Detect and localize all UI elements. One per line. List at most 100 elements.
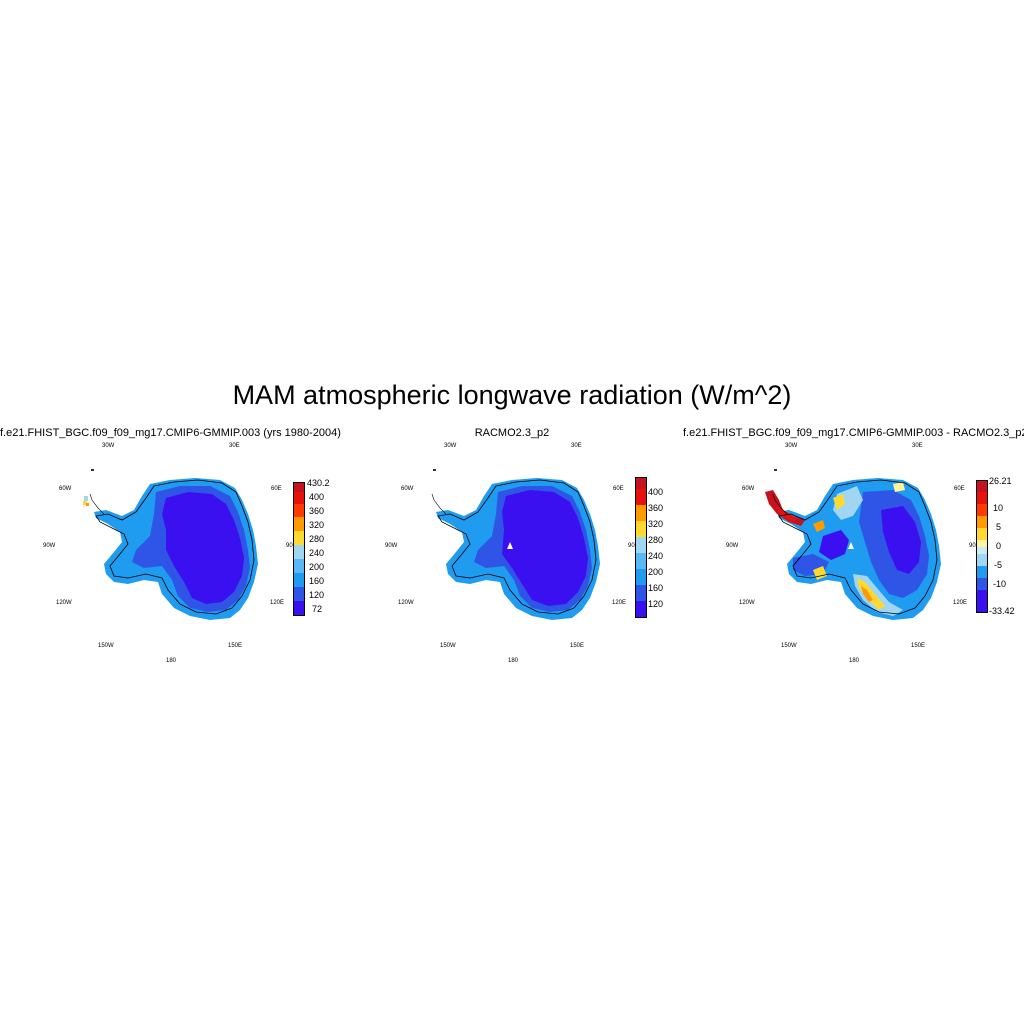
island-mark xyxy=(774,469,777,471)
colorbar-segment xyxy=(977,590,987,612)
colorbar-tick: 320 xyxy=(648,519,664,529)
colorbar-segment xyxy=(294,545,304,559)
colorbar-segment xyxy=(977,504,987,516)
colorbar-segment xyxy=(636,478,646,489)
colorbar-segment xyxy=(977,481,987,492)
peninsula-colors xyxy=(765,490,805,526)
lon-label-90e: 90E xyxy=(628,543,639,549)
colorbar-tick: 400 xyxy=(648,487,664,497)
lon-label-60w: 60W xyxy=(59,486,72,492)
lon-label-150w: 150W xyxy=(781,643,797,649)
lon-label-120w: 120W xyxy=(56,600,72,606)
colorbar-segment xyxy=(294,483,304,492)
lon-label-90e: 90E xyxy=(969,543,980,549)
lon-label-60w: 60W xyxy=(742,486,755,492)
lon-label-180: 180 xyxy=(508,658,519,664)
colorbar-segment xyxy=(636,601,646,617)
colorbar-tick: 72 xyxy=(312,604,323,614)
peninsula-colors xyxy=(83,496,89,506)
panel-title: RACMO2.3_p2 xyxy=(474,427,550,439)
colorbar-segment xyxy=(977,528,987,540)
colorbar-tick: 280 xyxy=(309,534,325,544)
colorbar-segment xyxy=(636,553,646,569)
colorbar-tick: 120 xyxy=(309,590,325,600)
lon-label-30w: 30W xyxy=(102,443,115,449)
field-inner xyxy=(502,490,588,606)
lon-label-150w: 150W xyxy=(98,643,114,649)
lon-label-90e: 90E xyxy=(286,543,297,549)
coastline xyxy=(431,479,597,615)
island-mark xyxy=(433,469,436,471)
colorbar-tick: 0 xyxy=(996,541,1002,551)
colorbar-segment xyxy=(294,559,304,573)
lon-label-120w: 120W xyxy=(739,600,755,606)
field-inner xyxy=(162,492,244,604)
lon-label-120e: 120E xyxy=(612,600,627,606)
lon-label-60e: 60E xyxy=(271,486,282,492)
colorbar-segment xyxy=(636,569,646,585)
antarctica-map xyxy=(431,478,600,620)
colorbar-tick: 10 xyxy=(993,503,1004,513)
pole-marker xyxy=(507,542,513,549)
lon-label-150e: 150E xyxy=(570,643,585,649)
colorbar-segment xyxy=(294,517,304,531)
colorbar-segment xyxy=(636,537,646,553)
colorbar-segment xyxy=(294,504,304,517)
lon-label-60e: 60E xyxy=(613,486,624,492)
colorbar-tick: -10 xyxy=(993,579,1007,589)
colorbar-segment xyxy=(636,521,646,537)
lon-label-180: 180 xyxy=(849,658,860,664)
colorbar-tick: 320 xyxy=(309,520,325,530)
lon-label-60e: 60E xyxy=(954,486,965,492)
lon-label-150w: 150W xyxy=(440,643,456,649)
colorbar-tick: 360 xyxy=(309,506,325,516)
coastline xyxy=(772,479,938,615)
colorbar-tick: -5 xyxy=(994,560,1003,570)
lon-label-30e: 30E xyxy=(571,443,582,449)
colorbar-segment xyxy=(294,601,304,615)
colorbar-segment xyxy=(977,547,987,554)
colorbar-tick: 280 xyxy=(648,535,664,545)
lon-label-150e: 150E xyxy=(911,643,926,649)
pole-marker xyxy=(848,542,854,549)
colorbar-segment xyxy=(636,585,646,601)
colorbar-tick: 200 xyxy=(648,567,664,577)
colorbar-tick: 240 xyxy=(309,548,325,558)
panel-title: f.e21.FHIST_BGC.f09_f09_mg17.CMIP6-GMMIP… xyxy=(683,427,1024,439)
colorbar-tick: 240 xyxy=(648,551,664,561)
lon-label-30e: 30E xyxy=(912,443,923,449)
colorbar-segment xyxy=(636,489,646,505)
colorbar-tick: -33.42 xyxy=(989,606,1015,616)
colorbar-tick: 360 xyxy=(648,503,664,513)
island-mark xyxy=(91,469,94,471)
colorbar-tick: 160 xyxy=(309,576,325,586)
colorbar-segment xyxy=(977,516,987,528)
colorbar xyxy=(635,477,647,618)
colorbar-tick: 160 xyxy=(648,583,664,593)
colorbar-tick: 26.21 xyxy=(989,476,1012,486)
lon-label-150e: 150E xyxy=(228,643,243,649)
colorbar xyxy=(976,480,988,613)
lon-label-90w: 90W xyxy=(385,543,398,549)
lon-label-30w: 30W xyxy=(444,443,457,449)
lon-label-90w: 90W xyxy=(43,543,56,549)
colorbar-segment xyxy=(294,492,304,504)
colorbar-segment xyxy=(636,505,646,521)
colorbar-segment xyxy=(977,540,987,547)
colorbar-segment xyxy=(977,566,987,578)
colorbar-tick: 400 xyxy=(309,492,325,502)
colorbar-tick: 120 xyxy=(648,599,664,609)
lon-label-30w: 30W xyxy=(785,443,798,449)
antarctica-map xyxy=(765,478,941,620)
colorbar-segment xyxy=(977,492,987,504)
lon-label-90w: 90W xyxy=(726,543,739,549)
colorbar xyxy=(293,482,305,616)
lon-label-30e: 30E xyxy=(229,443,240,449)
colorbar-segment xyxy=(977,554,987,566)
colorbar-segment xyxy=(294,573,304,587)
colorbar-tick: 430.2 xyxy=(307,478,330,488)
lon-label-120w: 120W xyxy=(398,600,414,606)
colorbar-tick: 200 xyxy=(309,562,325,572)
coastline xyxy=(89,479,255,615)
colorbar-segment xyxy=(294,531,304,545)
